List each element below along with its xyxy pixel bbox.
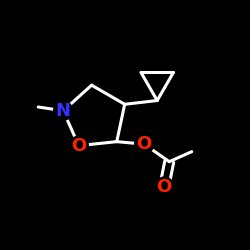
Text: O: O: [156, 178, 172, 196]
Circle shape: [135, 135, 154, 154]
Text: O: O: [136, 135, 152, 153]
Text: O: O: [71, 137, 86, 155]
Text: N: N: [56, 102, 71, 120]
Circle shape: [155, 177, 174, 196]
Circle shape: [54, 101, 73, 120]
Circle shape: [69, 136, 88, 155]
